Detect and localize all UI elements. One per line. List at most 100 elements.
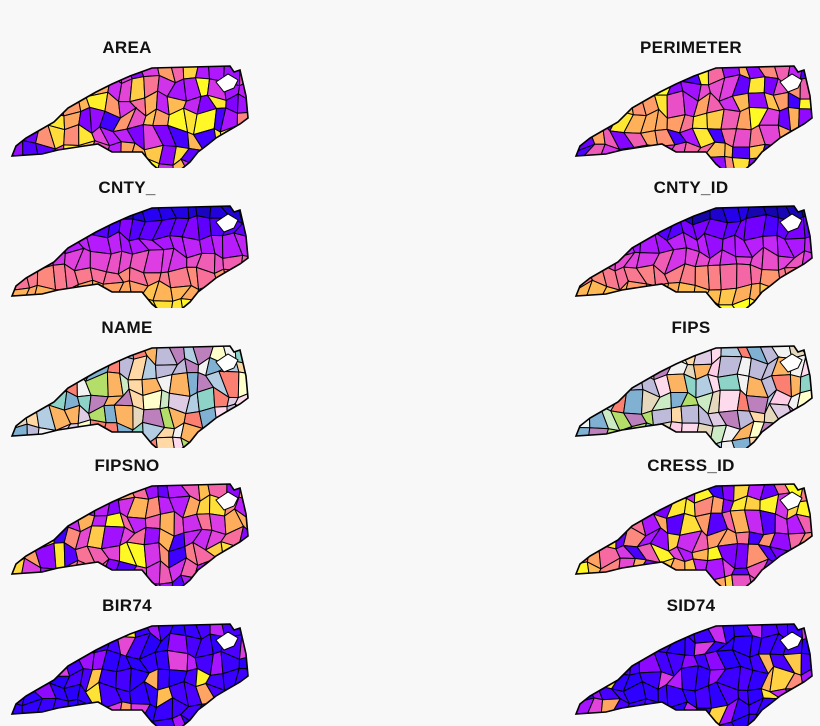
county-region — [74, 637, 97, 654]
county-region — [610, 92, 634, 116]
county-region — [626, 230, 642, 254]
county-region — [129, 75, 146, 103]
county-region — [172, 436, 187, 448]
map-title: NAME — [101, 318, 153, 337]
county-region — [760, 143, 783, 165]
county-region — [666, 90, 686, 119]
map-panel-fipsno: FIPSNO — [2, 456, 252, 586]
sound-water — [215, 353, 239, 373]
county-region — [789, 129, 802, 151]
map-panel-cnty: CNTY_ — [2, 178, 252, 308]
county-region — [695, 422, 714, 447]
state-outline — [574, 623, 813, 726]
nc-county-map — [10, 345, 249, 448]
map-title: FIPSNO — [94, 456, 160, 475]
county-region — [234, 508, 248, 537]
county-region — [166, 649, 189, 672]
sound-water — [779, 353, 803, 373]
nc-county-map — [10, 65, 249, 168]
county-region — [172, 158, 192, 168]
nc-county-map — [574, 345, 813, 448]
county-region — [85, 216, 112, 239]
county-region — [652, 144, 676, 162]
county-region — [77, 419, 92, 442]
county-region — [720, 440, 739, 448]
county-region — [158, 581, 174, 586]
county-region — [799, 484, 812, 503]
county-region — [220, 540, 242, 569]
county-region — [213, 268, 231, 292]
county-region — [587, 427, 610, 447]
county-region — [116, 206, 135, 220]
county-region — [198, 406, 218, 430]
map-panel-fips: FIPS — [566, 318, 816, 448]
county-region — [221, 689, 238, 702]
county-region — [171, 574, 190, 586]
county-region — [730, 713, 750, 726]
map-panel-bir74: BIR74 — [2, 596, 252, 726]
county-region — [719, 263, 738, 291]
map-panel-cnty-id: CNTY_ID — [566, 178, 816, 308]
county-region — [617, 557, 636, 584]
county-region — [226, 403, 246, 429]
sound-water — [215, 213, 239, 233]
county-region — [53, 289, 68, 304]
sound-water — [779, 213, 803, 233]
county-region — [53, 542, 66, 570]
nc-county-map — [574, 623, 813, 726]
county-region — [99, 484, 122, 502]
county-region — [707, 264, 722, 291]
nc-county-map — [10, 483, 249, 586]
sound-water — [779, 491, 803, 511]
county-region — [665, 346, 689, 366]
county-region — [91, 515, 108, 527]
county-region — [610, 651, 633, 676]
county-region — [731, 574, 755, 586]
county-region — [798, 543, 812, 570]
county-region — [143, 526, 161, 546]
county-region — [755, 713, 774, 726]
map-panel-perimeter: PERIMETER — [566, 38, 816, 168]
county-region — [717, 304, 743, 308]
state-outline — [574, 345, 813, 448]
state-outline — [10, 483, 249, 586]
county-region — [233, 232, 248, 259]
county-region — [89, 419, 107, 442]
state-outline — [10, 205, 249, 308]
map-title: CNTY_ — [98, 178, 156, 197]
county-region — [234, 402, 248, 431]
county-region — [759, 282, 782, 308]
state-outline — [574, 483, 813, 586]
county-region — [799, 66, 812, 80]
county-region — [735, 531, 751, 545]
county-region — [47, 509, 69, 530]
nc-county-map — [10, 623, 249, 726]
county-region — [171, 713, 192, 726]
map-title: SID74 — [666, 596, 716, 615]
map-title: PERIMETER — [640, 38, 742, 57]
map-title: FIPS — [671, 318, 711, 337]
county-region — [12, 287, 31, 307]
nc-county-map — [574, 483, 813, 586]
county-region — [169, 297, 185, 308]
county-region — [113, 346, 135, 360]
county-region — [724, 155, 737, 168]
state-outline — [574, 65, 813, 168]
sound-water — [215, 73, 239, 93]
sound-water — [215, 491, 239, 511]
state-outline — [574, 205, 813, 308]
sound-water — [779, 73, 803, 93]
county-region — [240, 254, 248, 274]
map-panel-cress-id: CRESS_ID — [566, 456, 816, 586]
state-outline — [10, 65, 249, 168]
county-region — [734, 543, 749, 570]
map-panel-area: AREA — [2, 38, 252, 168]
county-region — [747, 76, 766, 94]
county-region — [36, 427, 57, 444]
county-region — [120, 141, 136, 167]
county-region — [731, 437, 752, 448]
county-region — [784, 266, 807, 288]
county-region — [732, 128, 752, 148]
county-region — [152, 717, 179, 726]
county-region — [639, 498, 656, 515]
